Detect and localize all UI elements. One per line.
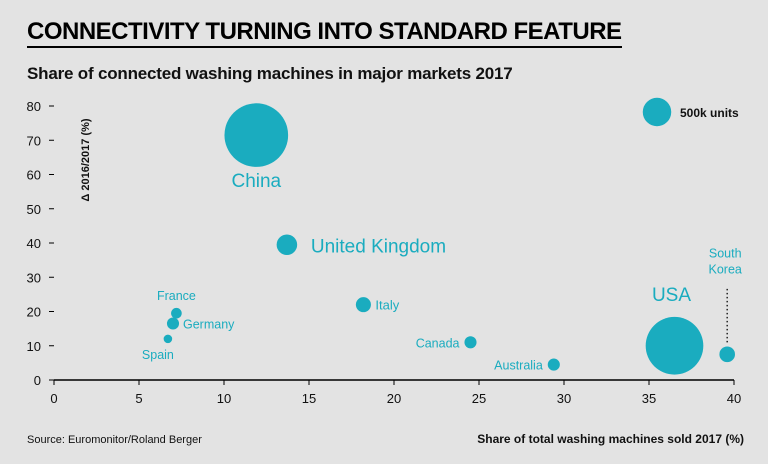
x-tick-label: 20 xyxy=(387,391,401,406)
x-tick-label: 35 xyxy=(642,391,656,406)
chart-title: CONNECTIVITY TURNING INTO STANDARD FEATU… xyxy=(27,18,622,48)
bubble-italy xyxy=(355,297,371,313)
x-tick-label: 5 xyxy=(135,391,142,406)
bubble-canada xyxy=(464,336,477,349)
x-tick-label: 0 xyxy=(50,391,57,406)
bubble-germany xyxy=(166,317,180,330)
x-tick-label: 30 xyxy=(557,391,571,406)
data-label-germany: Germany xyxy=(183,317,235,331)
y-tick-label: 20 xyxy=(27,305,41,320)
data-label-usa: USA xyxy=(652,285,691,306)
bubble-south-korea xyxy=(719,346,735,363)
data-label-france: France xyxy=(157,289,196,303)
x-tick-label: 40 xyxy=(727,391,741,406)
bubble-france xyxy=(171,307,182,319)
data-label-united-kingdom: United Kingdom xyxy=(311,237,446,258)
y-tick-label: 70 xyxy=(27,133,41,148)
x-tick-label: 15 xyxy=(302,391,316,406)
y-tick-label: 60 xyxy=(27,168,41,183)
bubble-united-kingdom xyxy=(276,234,298,255)
data-label-canada: Canada xyxy=(416,336,460,350)
x-tick-label: 25 xyxy=(472,391,486,406)
legend-bubble xyxy=(642,97,672,127)
chart-subtitle: Share of connected washing machines in m… xyxy=(27,64,513,83)
y-tick-label: 80 xyxy=(27,99,41,114)
bubble-china xyxy=(224,103,289,167)
y-tick-label: 0 xyxy=(34,373,41,388)
y-tick-label: 50 xyxy=(27,202,41,217)
x-axis-label: Share of total washing machines sold 201… xyxy=(477,432,744,446)
bubble-australia xyxy=(547,358,560,371)
y-tick-label: 10 xyxy=(27,339,41,354)
x-tick-label: 10 xyxy=(217,391,231,406)
data-label-china: China xyxy=(231,171,281,192)
data-label-australia: Australia xyxy=(494,359,543,373)
bubble-usa xyxy=(645,316,704,375)
data-label-italy: Italy xyxy=(375,298,399,313)
y-tick-label: 30 xyxy=(27,270,41,285)
bubble-spain xyxy=(163,334,173,344)
source-note: Source: Euromonitor/Roland Berger xyxy=(27,434,202,446)
legend-label: 500k units xyxy=(680,106,739,120)
y-tick-label: 40 xyxy=(27,236,41,251)
data-label-south-korea: South Korea xyxy=(709,246,742,276)
data-label-spain: Spain xyxy=(142,348,174,362)
